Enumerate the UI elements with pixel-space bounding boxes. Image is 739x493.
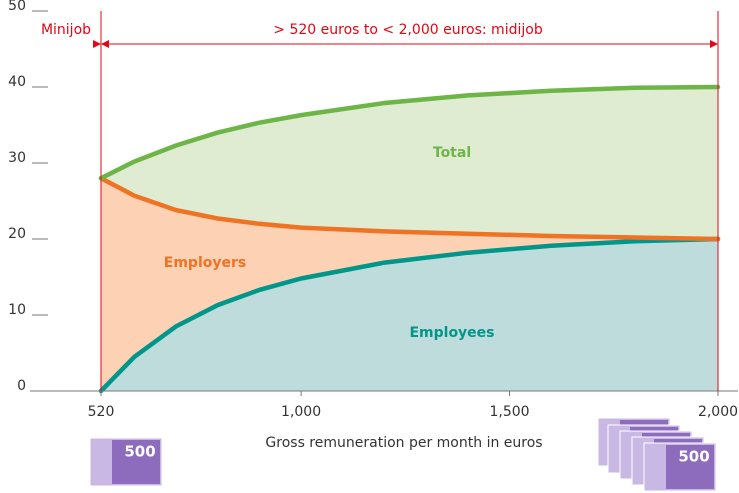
- x-tick-label: 520: [88, 404, 115, 420]
- line: [98, 84, 721, 181]
- y-tick-label: 40: [8, 74, 26, 90]
- arrow-head: [93, 40, 101, 48]
- x-axis-label: Gross remuneration per month in euros: [265, 435, 542, 451]
- y-tick-label: 30: [8, 150, 26, 166]
- y-tick-label: 10: [8, 302, 26, 318]
- series-label: Employers: [164, 255, 246, 271]
- x-tick-label: 1,000: [281, 404, 321, 420]
- x-tick-label: 1,500: [490, 404, 530, 420]
- y-tick-label: 0: [17, 378, 26, 394]
- series-label: Total: [433, 145, 471, 161]
- line: [98, 236, 721, 394]
- series-label: Employees: [409, 325, 494, 341]
- x-tick-label: 2,000: [698, 404, 738, 420]
- banknote-label: 500: [124, 443, 155, 461]
- banknote-label: 500: [678, 448, 709, 466]
- y-tick-label: 20: [8, 226, 26, 242]
- y-tick-label: 50: [8, 0, 26, 14]
- area: [101, 178, 718, 391]
- annotation: > 520 euros to < 2,000 euros: midijob: [273, 22, 543, 38]
- annotation: Minijob: [41, 22, 91, 38]
- line: [98, 175, 721, 242]
- area: [101, 239, 718, 391]
- banknote-band: [666, 445, 714, 489]
- banknote-band: [112, 440, 160, 484]
